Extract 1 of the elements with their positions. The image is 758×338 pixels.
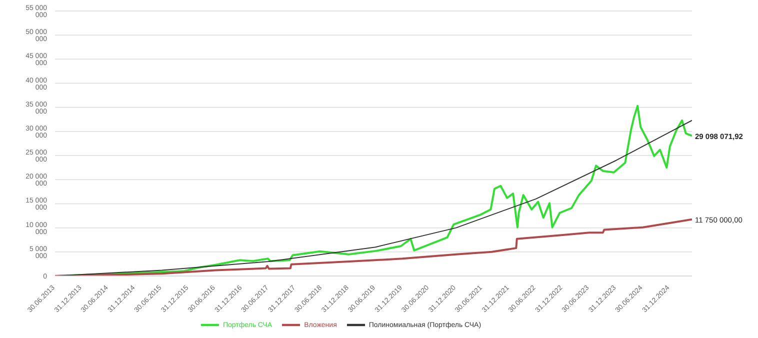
line-series [55,218,692,276]
